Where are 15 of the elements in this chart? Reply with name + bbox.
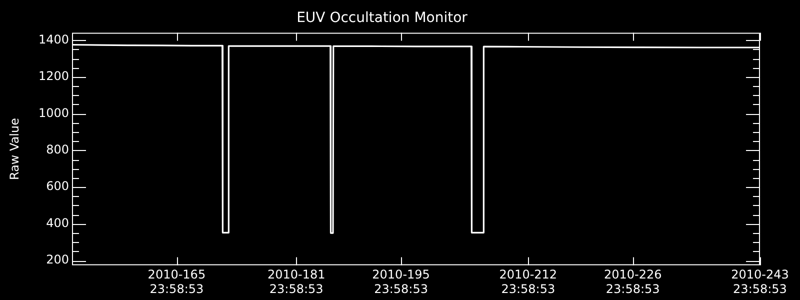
x-tick-label: 2010-195 23:58:53	[372, 268, 430, 296]
chart-title: EUV Occultation Monitor	[296, 10, 468, 26]
y-tick-label: 1400	[38, 32, 69, 46]
y-tick-label: 200	[46, 252, 69, 267]
y-tick-label: 600	[46, 179, 69, 194]
x-tick-label: 2010-212 23:58:53	[499, 268, 558, 296]
y-tick-label: 1000	[38, 106, 69, 120]
y-axis-title: Raw Value	[7, 118, 22, 180]
y-tick-label: 1200	[38, 69, 69, 84]
y-tick-label: 800	[46, 142, 69, 157]
x-tick-label: 2010-226 23:58:53	[604, 268, 662, 296]
x-tick-label: 2010-165 23:58:53	[148, 268, 206, 296]
y-tick-label: 400	[46, 216, 69, 230]
x-tick-label: 2010-243 23:58:53	[731, 268, 789, 296]
x-tick-label: 2010-181 23:58:53	[267, 268, 326, 296]
